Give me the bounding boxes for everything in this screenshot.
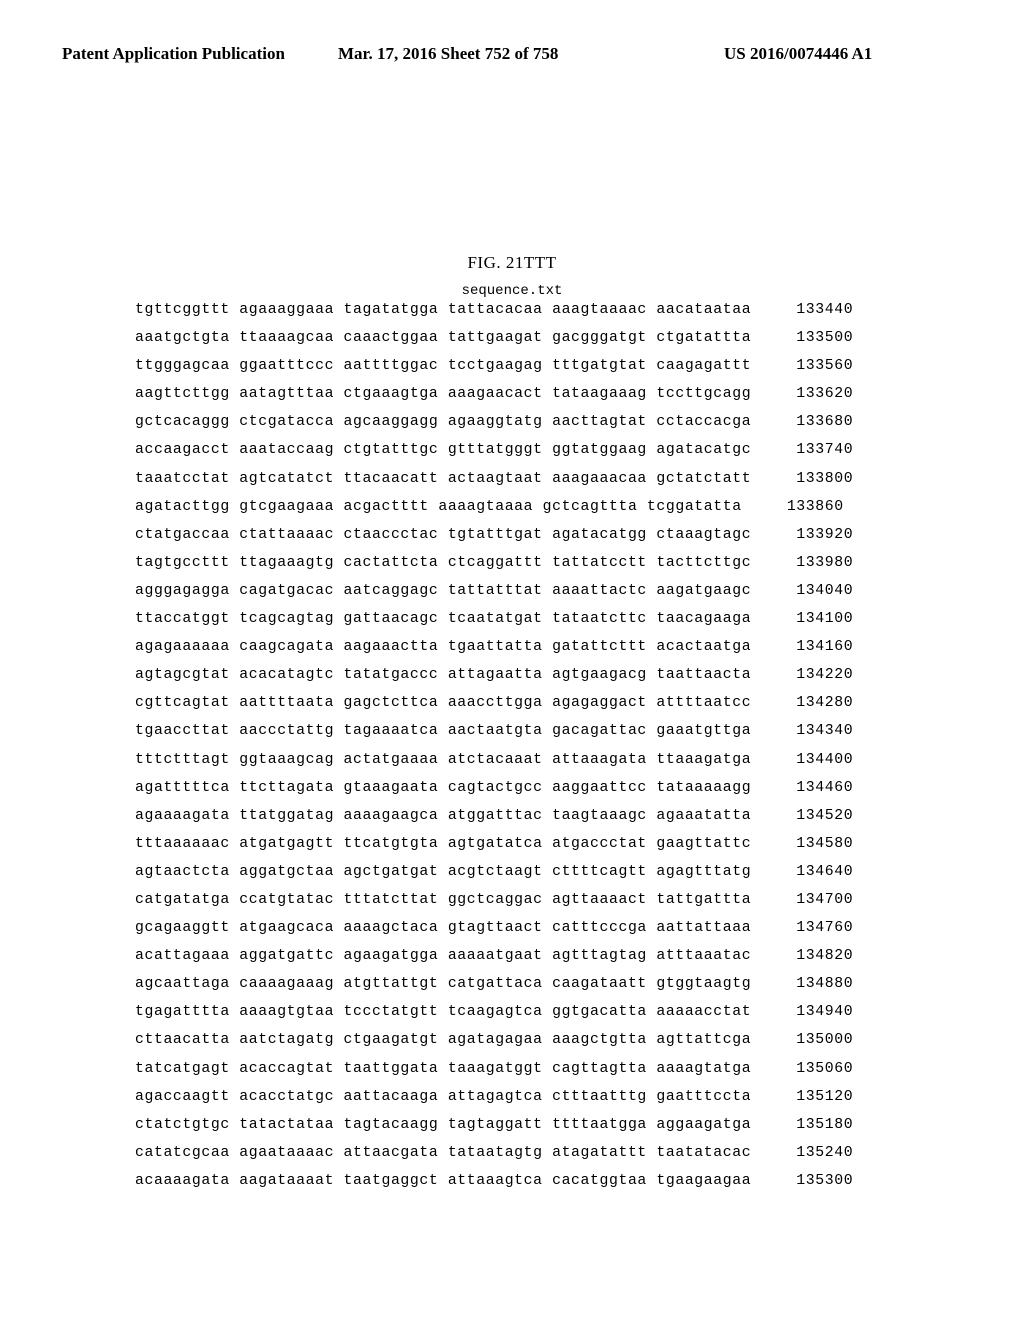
sequence-position: 134580 (751, 830, 853, 858)
sequence-position: 134640 (751, 858, 853, 886)
sequence-row: tgaaccttat aaccctattg tagaaaatca aactaat… (135, 717, 853, 745)
sequence-row: agtagcgtat acacatagtc tatatgaccc attagaa… (135, 661, 853, 689)
sequence-row: agggagagga cagatgacac aatcaggagc tattatt… (135, 577, 853, 605)
sequence-position: 134880 (751, 970, 853, 998)
sequence-position: 134220 (751, 661, 853, 689)
pub-number: US 2016/0074446 A1 (724, 44, 872, 64)
sequence-row: tttaaaaaac atgatgagtt ttcatgtgta agtgata… (135, 830, 853, 858)
sequence-row: agatttttca ttcttagata gtaaagaata cagtact… (135, 774, 853, 802)
sheet-label: Mar. 17, 2016 Sheet 752 of 758 (338, 44, 558, 64)
sequence-row: aaatgctgta ttaaaagcaa caaactggaa tattgaa… (135, 324, 853, 352)
sequence-position: 133440 (751, 296, 853, 324)
sequence-position: 135000 (751, 1026, 853, 1054)
sequence-position: 135300 (751, 1167, 853, 1195)
sequence-position: 135060 (751, 1055, 853, 1083)
sequence-position: 133800 (751, 465, 853, 493)
sequence-row: ttaccatggt tcagcagtag gattaacagc tcaatat… (135, 605, 853, 633)
sequence-row: taaatcctat agtcatatct ttacaacatt actaagt… (135, 465, 853, 493)
sequence-row: cgttcagtat aattttaata gagctcttca aaacctt… (135, 689, 853, 717)
sequence-position: 134340 (751, 717, 853, 745)
sequence-position: 133860 (742, 493, 844, 521)
sequence-position: 133680 (751, 408, 853, 436)
sequence-row: acaaaagata aagataaaat taatgaggct attaaag… (135, 1167, 853, 1195)
sequence-position: 134940 (751, 998, 853, 1026)
sequence-position: 133980 (751, 549, 853, 577)
sequence-row: cttaacatta aatctagatg ctgaagatgt agataga… (135, 1026, 853, 1054)
sequence-row: ttgggagcaa ggaatttccc aattttggac tcctgaa… (135, 352, 853, 380)
sequence-row: aagttcttgg aatagtttaa ctgaaagtga aaagaac… (135, 380, 853, 408)
sequence-row: ctatctgtgc tatactataa tagtacaagg tagtagg… (135, 1111, 853, 1139)
sequence-row: accaagacct aaataccaag ctgtatttgc gtttatg… (135, 436, 853, 464)
sequence-position: 135180 (751, 1111, 853, 1139)
sequence-row: agatacttgg gtcgaagaaa acgactttt aaaagtaa… (135, 493, 853, 521)
sequence-row: gctcacaggg ctcgatacca agcaaggagg agaaggt… (135, 408, 853, 436)
sequence-position: 133920 (751, 521, 853, 549)
sequence-row: acattagaaa aggatgattc agaagatgga aaaaatg… (135, 942, 853, 970)
sequence-row: gcagaaggtt atgaagcaca aaaagctaca gtagtta… (135, 914, 853, 942)
sequence-position: 134400 (751, 746, 853, 774)
sequence-row: catatcgcaa agaataaaac attaacgata tataata… (135, 1139, 853, 1167)
sequence-row: tgagatttta aaaagtgtaa tccctatgtt tcaagag… (135, 998, 853, 1026)
sequence-row: agtaactcta aggatgctaa agctgatgat acgtcta… (135, 858, 853, 886)
sequence-position: 134520 (751, 802, 853, 830)
sequence-position: 134700 (751, 886, 853, 914)
sequence-position: 133500 (751, 324, 853, 352)
sequence-position: 134460 (751, 774, 853, 802)
sequence-row: tgttcggttt agaaaggaaa tagatatgga tattaca… (135, 296, 853, 324)
sequence-position: 133620 (751, 380, 853, 408)
sequence-row: tatcatgagt acaccagtat taattggata taaagat… (135, 1055, 853, 1083)
sequence-position: 134100 (751, 605, 853, 633)
sequence-position: 134280 (751, 689, 853, 717)
sequence-block: tgttcggttt agaaaggaaa tagatatgga tattaca… (135, 296, 853, 1195)
sequence-row: agaccaagtt acacctatgc aattacaaga attagag… (135, 1083, 853, 1111)
figure-label: FIG. 21TTT (0, 253, 1024, 273)
sequence-position: 134040 (751, 577, 853, 605)
sequence-row: catgatatga ccatgtatac tttatcttat ggctcag… (135, 886, 853, 914)
sequence-position: 134760 (751, 914, 853, 942)
sequence-position: 135120 (751, 1083, 853, 1111)
sequence-position: 134820 (751, 942, 853, 970)
sequence-row: agagaaaaaa caagcagata aagaaactta tgaatta… (135, 633, 853, 661)
sequence-position: 133740 (751, 436, 853, 464)
sequence-row: ctatgaccaa ctattaaaac ctaaccctac tgtattt… (135, 521, 853, 549)
sequence-position: 133560 (751, 352, 853, 380)
sequence-row: agcaattaga caaaagaaag atgttattgt catgatt… (135, 970, 853, 998)
sequence-position: 134160 (751, 633, 853, 661)
sequence-row: tttctttagt ggtaaagcag actatgaaaa atctaca… (135, 746, 853, 774)
sequence-position: 135240 (751, 1139, 853, 1167)
sequence-row: agaaaagata ttatggatag aaaagaagca atggatt… (135, 802, 853, 830)
pub-label: Patent Application Publication (62, 44, 285, 64)
sequence-row: tagtgccttt ttagaaagtg cactattcta ctcagga… (135, 549, 853, 577)
